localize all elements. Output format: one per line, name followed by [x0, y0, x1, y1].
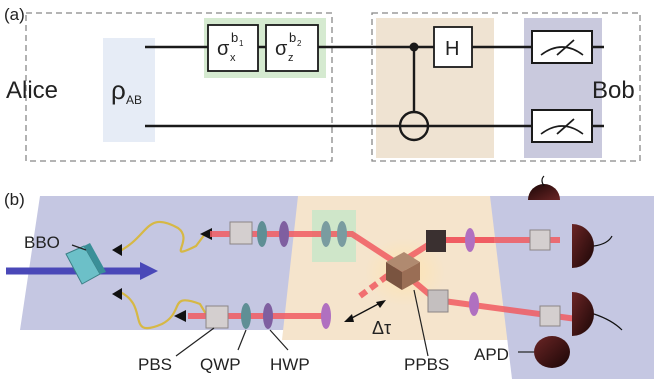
pbs-detect-upper [529, 229, 551, 251]
hwp-upper [279, 221, 289, 247]
pbs-detect-lower [539, 305, 561, 327]
output-cube-lower [427, 289, 449, 313]
meter-a-arc [540, 46, 584, 56]
output-cube-upper [426, 230, 446, 252]
apd-cable-1 [593, 235, 613, 247]
delay-arrowhead-right [376, 300, 386, 308]
pbs-lower [205, 305, 229, 329]
pbs-label: PBS [138, 355, 172, 374]
fiber-coupler-upper-in [112, 244, 122, 256]
panel-a: (a) Alice Bob ρ AB σ x b 1 [4, 5, 641, 162]
leader-pbs [175, 327, 215, 357]
apd-cable-2 [593, 313, 623, 331]
qwp-upper [257, 221, 267, 247]
gate-sigma-z-subscript: z [288, 52, 294, 64]
bob-dashed-frame [371, 12, 641, 162]
apd-lower-right [572, 292, 594, 336]
encoding-plate-1 [321, 221, 331, 247]
gate-sigma-x: σ x b 1 [207, 24, 259, 72]
state-region [103, 38, 155, 142]
delay-arrowhead-left [344, 314, 354, 322]
post-plate-lower [469, 292, 479, 316]
post-plate-upper [465, 228, 475, 252]
ppbs-right [402, 262, 420, 290]
gate-sigma-z-superscript: b [289, 30, 296, 45]
meter-b-needle [556, 118, 575, 135]
fiber-coupler-upper-out [200, 228, 212, 240]
gate-sigma-x-symbol: σ [217, 38, 230, 60]
gate-sigma-x-super-subscript: 1 [239, 39, 244, 48]
apd-cable-3 [541, 175, 545, 187]
delay-label: Δτ [372, 318, 391, 338]
gate-sigma-z-super-subscript: 2 [297, 39, 302, 48]
state-subscript: AB [126, 93, 142, 107]
measurement-meter-b [531, 109, 593, 143]
gate-sigma-x-box [207, 24, 259, 72]
leader-ppbs [413, 289, 429, 357]
alice-label: Alice [6, 77, 58, 104]
panel-b-label: (b) [4, 190, 25, 209]
panel-b: (b) [4, 175, 654, 379]
gate-sigma-z-symbol: σ [275, 38, 288, 60]
delay-line [347, 301, 383, 321]
hwp-lower [263, 303, 273, 329]
pump-arrowhead [140, 262, 158, 280]
delay-arrow: Δτ [344, 300, 391, 338]
detection-table [490, 196, 654, 379]
leader-bbo [71, 244, 87, 251]
hadamard-gate: H [433, 26, 473, 68]
leader-hwp [269, 329, 289, 351]
source-table [20, 196, 300, 330]
qwp-label: QWP [200, 355, 241, 374]
encoding-waveplates [321, 221, 347, 247]
meter-b-arc [540, 125, 584, 135]
ppbs-label: PPBS [404, 355, 449, 374]
leader-lines [71, 244, 534, 357]
apd-bottom [534, 336, 570, 368]
apd-top [528, 184, 560, 200]
fiber-lower [119, 291, 207, 330]
bob-label: Bob [592, 77, 635, 104]
ppbs-cube [386, 252, 420, 290]
alice-dashed-frame [25, 12, 333, 162]
qwp-lower [241, 303, 251, 329]
lower-arm-plate [321, 303, 331, 329]
encoding-plate-2 [337, 221, 347, 247]
bbo-side [84, 243, 106, 274]
hadamard-box [433, 26, 473, 68]
bbo-crystal [65, 243, 106, 285]
ppbs-left [386, 262, 402, 290]
panel-a-label: (a) [4, 5, 25, 24]
ppbs-top [386, 252, 420, 272]
meter-a-needle [556, 39, 575, 56]
pbs-upper [229, 221, 253, 245]
apd-label: APD [474, 345, 509, 364]
fiber-coupler-lower-out [174, 310, 186, 322]
fiber-coupler-lower-in [112, 288, 122, 300]
fiber-upper [117, 220, 206, 253]
gate-sigma-x-superscript: b [231, 30, 238, 45]
measurement-meter-a [531, 30, 593, 64]
hadamard-label: H [445, 38, 459, 60]
cnot-control-dot [409, 42, 419, 52]
gate-sigma-z: σ z b 2 [265, 24, 319, 72]
bbo-label: BBO [24, 233, 60, 252]
hwp-label: HWP [270, 355, 310, 374]
gate-sigma-z-box [265, 24, 319, 72]
waveplates-upper [257, 221, 289, 247]
apd-upper-right [572, 224, 594, 268]
state-symbol: ρ [111, 75, 126, 105]
leader-qwp [237, 329, 247, 351]
state-rho-ab: ρ AB [111, 75, 142, 107]
waveplates-lower [241, 303, 273, 329]
apd-detectors [528, 175, 623, 368]
gate-sigma-x-subscript: x [230, 52, 236, 64]
